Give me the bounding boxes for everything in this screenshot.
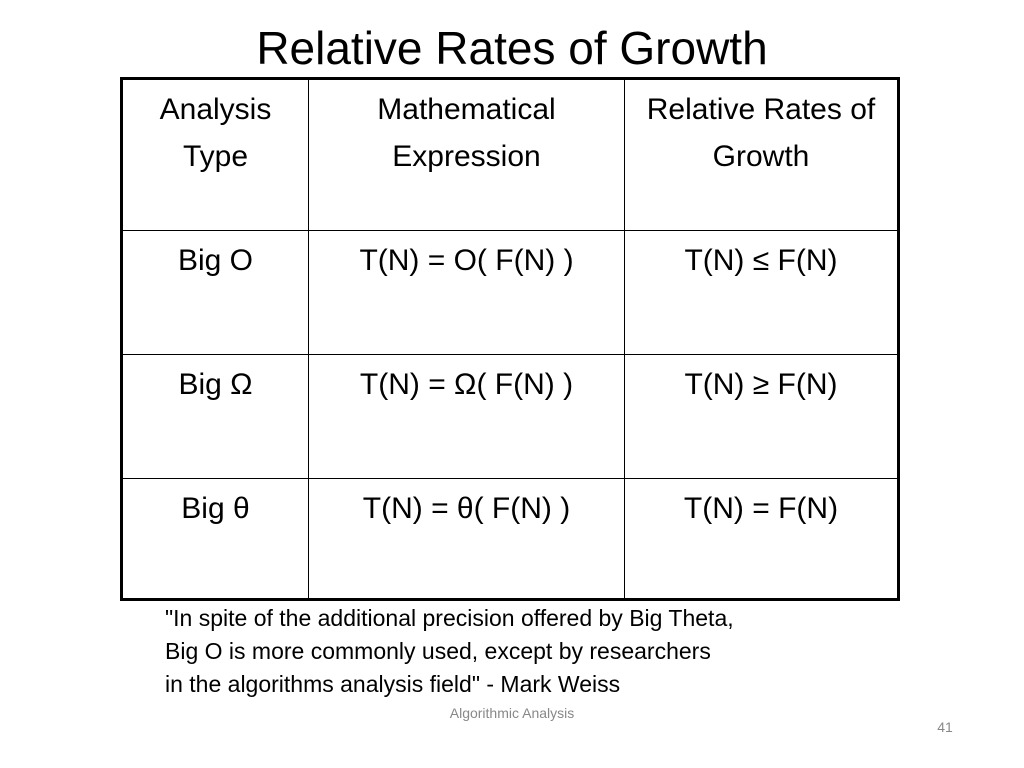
table-row: Big Ω T(N) = Ω( F(N) ) T(N) ≥ F(N) [121,354,899,479]
quote: "In spite of the additional precision of… [165,602,734,701]
table-cell: T(N) = Ω( F(N) ) [308,354,625,479]
quote-line: "In spite of the additional precision of… [165,605,734,631]
header-cell: Mathematical Expression [308,78,625,231]
table-cell: T(N) = θ( F(N) ) [308,478,625,600]
table-cell: Big O [121,230,309,355]
table-row: Big θ T(N) = θ( F(N) ) T(N) = F(N) [121,478,899,600]
table: Analysis Type Mathematical Expression Rela… [120,77,900,601]
header-cell: Relative Rates of Growth [624,78,899,231]
table-body: Analysis Type Mathematical Expression Rela… [121,78,899,600]
table-cell: Big Ω [121,354,309,479]
table-cell: Big θ [121,478,309,600]
quote-line: Big O is more commonly used, except by r… [165,638,711,664]
table-row: Big O T(N) = O( F(N) ) T(N) ≤ F(N) [121,230,899,355]
slide-title: Relative Rates of Growth [256,22,768,74]
page-number: 41 [937,719,953,735]
quote-line: in the algorithms analysis field" - Mark… [165,671,621,697]
table-cell: T(N) ≤ F(N) [624,230,899,355]
table-cell: T(N) = F(N) [624,478,899,600]
footer: Algorithmic Analysis [449,705,575,721]
table-cell: T(N) ≥ F(N) [624,354,899,479]
table-cell: T(N) = O( F(N) ) [308,230,625,355]
header-row: Analysis Type Mathematical Expression Rela… [121,78,899,231]
header-cell: Analysis Type [121,78,309,231]
